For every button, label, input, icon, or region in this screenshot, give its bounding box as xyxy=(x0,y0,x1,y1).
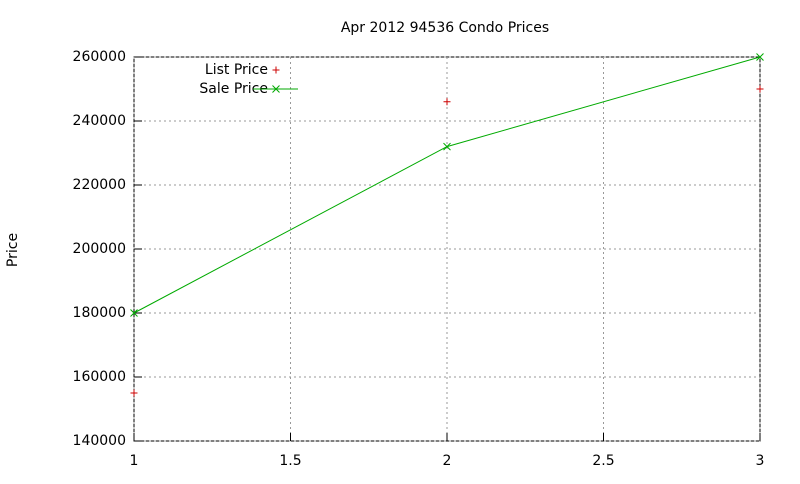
legend-label: Sale Price xyxy=(199,81,268,97)
data-point xyxy=(443,98,451,106)
legend-marker xyxy=(272,66,280,74)
y-tick-label: 180000 xyxy=(73,305,126,321)
y-axis-label: Price xyxy=(5,233,21,267)
y-tick-label: 240000 xyxy=(73,113,126,129)
x-tick-label: 2 xyxy=(443,453,452,469)
legend-label: List Price xyxy=(205,62,268,78)
data-point xyxy=(130,309,138,317)
y-tick-label: 160000 xyxy=(73,369,126,385)
data-point xyxy=(756,85,764,93)
y-tick-label: 220000 xyxy=(73,177,126,193)
x-tick-label: 2.5 xyxy=(592,453,614,469)
x-tick-label: 3 xyxy=(756,453,765,469)
x-tick-label: 1.5 xyxy=(279,453,301,469)
x-tick-label: 1 xyxy=(130,453,139,469)
y-tick-label: 140000 xyxy=(73,433,126,449)
chart-title: Apr 2012 94536 Condo Prices xyxy=(341,20,549,36)
data-point xyxy=(130,389,138,397)
y-tick-label: 260000 xyxy=(73,49,126,65)
data-point xyxy=(443,142,451,151)
data-point xyxy=(756,53,764,61)
y-tick-label: 200000 xyxy=(73,241,126,257)
legend-marker xyxy=(272,85,280,93)
